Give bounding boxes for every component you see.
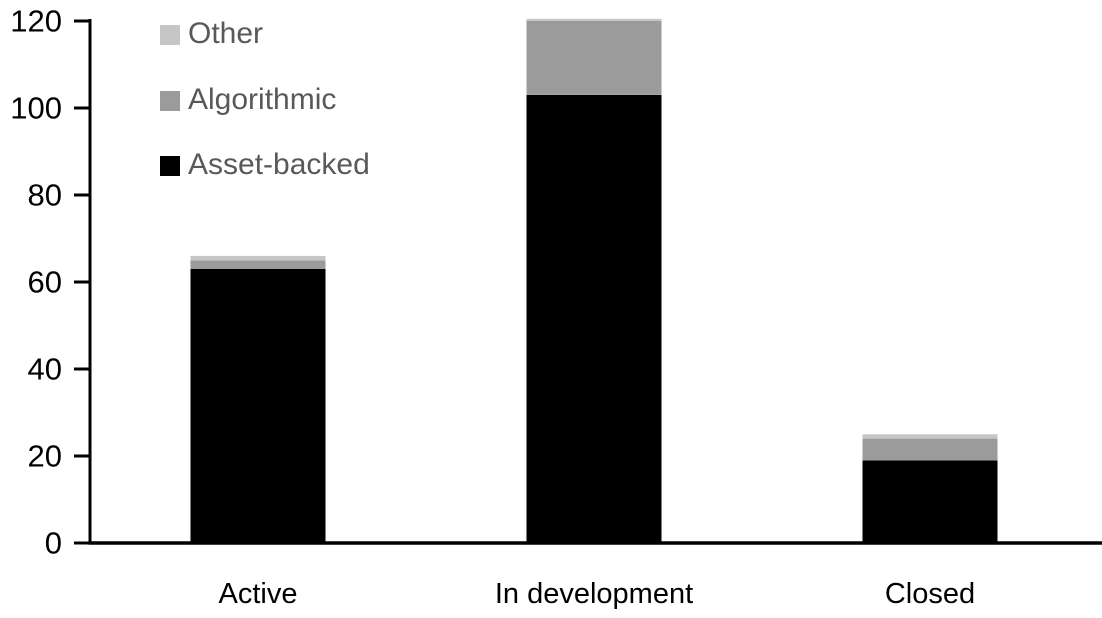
bar-segment-active-asset-backed xyxy=(190,269,326,543)
bar-segment-in-development-algorithmic xyxy=(526,21,662,95)
bar-active: Active xyxy=(190,255,326,610)
y-tick-label-60: 60 xyxy=(28,265,62,300)
y-tick-label-120: 120 xyxy=(10,4,62,39)
legend-swatch-asset-backed-icon xyxy=(160,156,180,176)
legend-entry-algorithmic: Algorithmic xyxy=(160,83,336,116)
y-tick-label-80: 80 xyxy=(28,178,62,213)
x-category-label-closed: Closed xyxy=(885,578,975,610)
y-tick-label-0: 0 xyxy=(45,526,62,561)
bar-segment-closed-algorithmic xyxy=(862,438,998,461)
legend-label-asset-backed: Asset-backed xyxy=(188,148,370,181)
legend-entry-other: Other xyxy=(160,17,263,50)
legend-entry-asset-backed: Asset-backed xyxy=(160,148,370,181)
y-tick-label-20: 20 xyxy=(28,439,62,474)
bar-segment-active-other xyxy=(190,255,326,261)
bar-closed: Closed xyxy=(862,434,998,610)
legend-label-other: Other xyxy=(188,17,263,50)
y-tick-label-100: 100 xyxy=(10,91,62,126)
legend-swatch-algorithmic-icon xyxy=(160,91,180,111)
bar-segment-closed-other xyxy=(862,434,998,439)
bar-segment-active-algorithmic xyxy=(190,260,326,269)
y-tick-label-40: 40 xyxy=(28,352,62,387)
legend-swatch-other-icon xyxy=(160,25,180,45)
bar-in-development: In development xyxy=(495,18,693,610)
bar-segment-in-development-asset-backed xyxy=(526,95,662,543)
x-category-label-in-development: In development xyxy=(495,578,693,610)
bar-segment-in-development-other xyxy=(526,18,662,21)
x-category-label-active: Active xyxy=(219,578,298,610)
legend-label-algorithmic: Algorithmic xyxy=(188,83,336,116)
bar-segment-closed-asset-backed xyxy=(862,460,998,543)
